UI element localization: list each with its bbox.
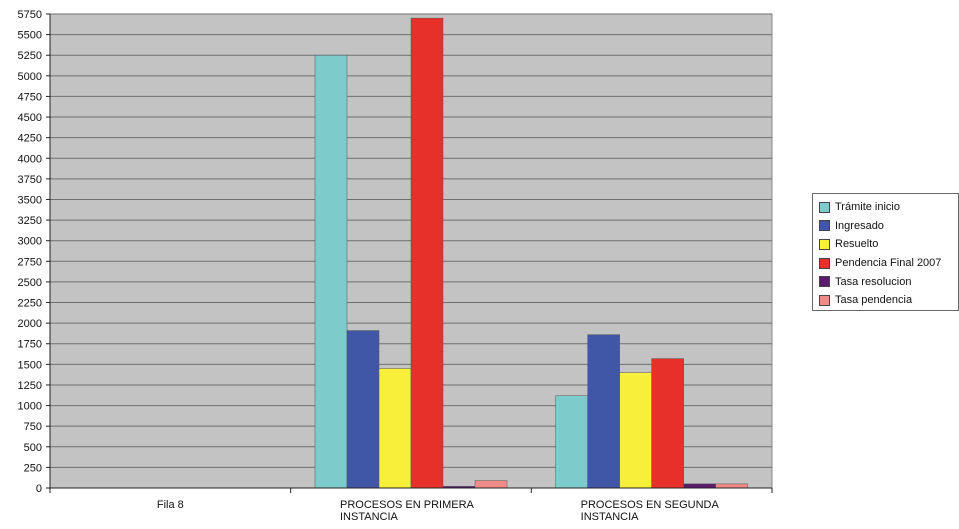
x-category-label: PROCESOS EN SEGUNDA INSTANCIA (581, 499, 720, 523)
bar-2-1 (378, 368, 412, 489)
legend-swatch-1 (819, 220, 830, 232)
legend-item-3: Pendencia Final 2007 (819, 254, 958, 273)
y-tick-label: 5250 (18, 50, 42, 62)
legend-label-0: Trámite inicio (835, 201, 900, 214)
y-tick-label: 5000 (18, 71, 42, 83)
legend-item-2: Resuelto (819, 235, 958, 254)
y-tick-label: 3750 (18, 174, 42, 186)
x-category-label: Fila 8 (157, 499, 184, 511)
bar-1-1 (346, 330, 380, 489)
bar-2-2 (619, 372, 652, 489)
legend-item-4: Tasa resolucion (819, 272, 958, 291)
legend-item-1: Ingresado (819, 217, 958, 236)
legend-item-5: Tasa pendencia (819, 291, 958, 310)
y-tick-label: 2750 (18, 256, 42, 268)
legend-label-2: Resuelto (835, 238, 879, 251)
y-tick-label: 3250 (18, 215, 42, 227)
x-category-label: PROCESOS EN PRIMERA INSTANCIA (340, 499, 475, 523)
y-tick-label: 2250 (18, 298, 42, 310)
y-tick-label: 500 (24, 442, 42, 454)
legend-swatch-2 (819, 238, 830, 250)
y-tick-label: 4500 (18, 112, 42, 124)
bar-3-2 (651, 358, 684, 489)
x-axis-categories: Fila 8 PROCESOS EN PRIMERA INSTANCIA PROCES… (49, 488, 773, 523)
bar-3-1 (410, 17, 444, 489)
legend-swatch-3 (819, 257, 830, 269)
y-tick-label: 750 (24, 421, 42, 433)
y-tick-label: 4750 (18, 91, 42, 103)
y-tick-label: 2500 (18, 277, 42, 289)
legend-label-4: Tasa resolucion (835, 275, 912, 288)
y-axis-ticks: 0 250 500 750 1000 1250 1500 1750 2000 2250 2500 27… (18, 9, 50, 495)
y-tick-label: 4250 (18, 133, 42, 145)
y-tick-label: 4000 (18, 153, 42, 165)
legend-label-5: Tasa pendencia (835, 294, 913, 307)
bar-4-2 (683, 483, 716, 489)
legend-label-3: Pendencia Final 2007 (835, 257, 942, 270)
y-tick-label: 250 (24, 462, 42, 474)
y-tick-label: 0 (36, 483, 42, 495)
bar-5-1 (474, 480, 508, 489)
legend-swatch-5 (819, 294, 830, 306)
y-tick-label: 1000 (18, 401, 42, 413)
bar-0-2 (555, 395, 588, 489)
y-tick-label: 3000 (18, 236, 42, 248)
y-tick-label: 5750 (18, 9, 42, 21)
y-tick-label: 2000 (18, 318, 42, 330)
legend-swatch-4 (819, 276, 830, 288)
legend-label-1: Ingresado (835, 219, 884, 232)
y-tick-label: 1500 (18, 359, 42, 371)
legend: Trámite inicio Ingresado Resuelto Penden… (812, 193, 959, 311)
bar-0-1 (314, 54, 348, 489)
legend-swatch-0 (819, 201, 830, 213)
y-tick-label: 5500 (18, 30, 42, 42)
y-tick-label: 1250 (18, 380, 42, 392)
legend-item-0: Trámite inicio (819, 198, 958, 217)
bar-5-2 (715, 483, 748, 489)
y-tick-label: 3500 (18, 194, 42, 206)
bar-1-2 (587, 334, 620, 489)
y-tick-label: 1750 (18, 339, 42, 351)
